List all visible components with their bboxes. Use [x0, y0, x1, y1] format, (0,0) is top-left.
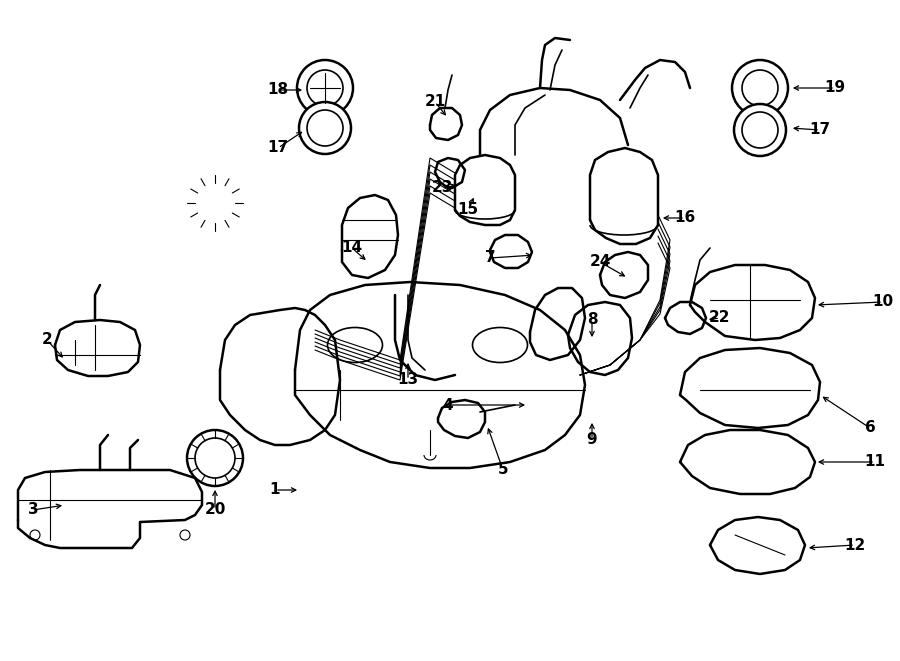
Text: 16: 16 — [674, 210, 696, 225]
Text: 5: 5 — [498, 463, 508, 477]
Circle shape — [299, 102, 351, 154]
Circle shape — [742, 70, 778, 106]
Text: 1: 1 — [270, 483, 280, 498]
Text: 17: 17 — [267, 141, 289, 155]
Text: 14: 14 — [341, 241, 363, 256]
Text: 20: 20 — [204, 502, 226, 518]
Circle shape — [297, 60, 353, 116]
Text: 6: 6 — [865, 420, 876, 436]
Text: 11: 11 — [865, 455, 886, 469]
Circle shape — [307, 70, 343, 106]
Circle shape — [742, 112, 778, 148]
Circle shape — [187, 430, 243, 486]
Circle shape — [307, 110, 343, 146]
Circle shape — [734, 104, 786, 156]
Text: 8: 8 — [587, 313, 598, 327]
Text: 4: 4 — [443, 397, 454, 412]
Text: 10: 10 — [872, 295, 894, 309]
Text: 17: 17 — [809, 122, 831, 137]
Text: 15: 15 — [457, 202, 479, 217]
Text: 21: 21 — [425, 95, 446, 110]
Text: 3: 3 — [28, 502, 39, 518]
Text: 2: 2 — [41, 332, 52, 348]
Text: 23: 23 — [431, 180, 453, 196]
Circle shape — [30, 530, 40, 540]
Text: 18: 18 — [267, 83, 289, 98]
Circle shape — [195, 438, 235, 478]
Text: 13: 13 — [398, 373, 418, 387]
Circle shape — [732, 60, 788, 116]
Text: 12: 12 — [844, 537, 866, 553]
Text: 19: 19 — [824, 81, 846, 95]
Text: 7: 7 — [485, 251, 495, 266]
Text: 24: 24 — [590, 254, 611, 270]
Circle shape — [180, 530, 190, 540]
Text: 9: 9 — [587, 432, 598, 447]
Text: 22: 22 — [709, 311, 731, 325]
